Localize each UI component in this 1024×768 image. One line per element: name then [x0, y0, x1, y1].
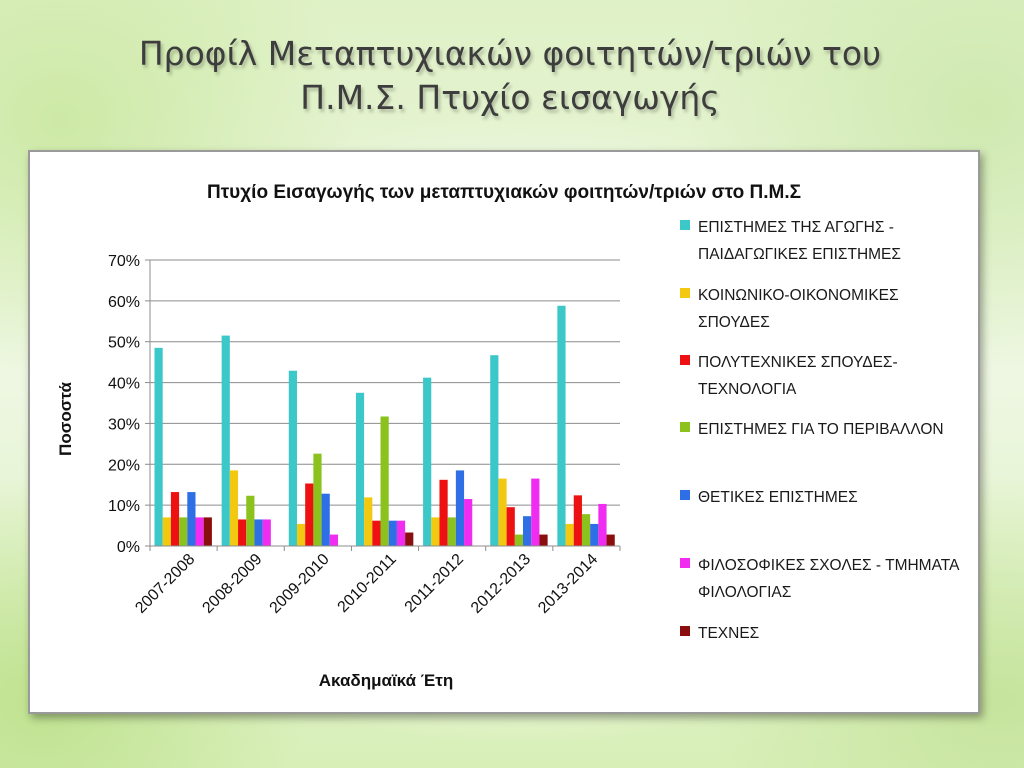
bar [405, 532, 414, 546]
bar [431, 517, 440, 546]
bar [455, 470, 465, 546]
x-tick-label: 2011-2012 [402, 551, 467, 616]
bar [179, 517, 188, 546]
bar [321, 493, 330, 546]
bar [288, 370, 297, 546]
legend-label: ΠΟΛΥΤΕΧΝΙΚΕΣ ΣΠΟΥΔΕΣ- ΤΕΧΝΟΛΟΓΙΑ [698, 354, 898, 398]
bar [498, 478, 507, 546]
y-tick-label: 60% [108, 294, 140, 311]
legend-swatch [680, 558, 690, 568]
bar [573, 495, 582, 546]
y-tick-label: 50% [108, 335, 140, 352]
bar [447, 517, 456, 546]
bar [154, 347, 163, 546]
bar [221, 335, 230, 546]
bar [380, 416, 389, 546]
legend-swatch [680, 288, 690, 298]
bar [388, 520, 397, 546]
y-tick-label: 30% [108, 416, 140, 433]
legend-label: ΦΙΛΟΣΟΦΙΚΕΣ ΣΧΟΛΕΣ - ΤΜΗΜΑΤΑ ΦΙΛΟΛΟΓΙΑΣ [698, 557, 959, 601]
bars [154, 305, 615, 546]
bar [238, 519, 247, 546]
legend-label: ΕΠΙΣΤΗΜΕΣ ΤΗΣ ΑΓΩΓΗΣ - ΠΑΙΔΑΓΩΓΙΚΕΣ ΕΠΙΣ… [698, 219, 901, 263]
bar [195, 517, 204, 546]
bar [606, 534, 615, 546]
legend-label: ΚΟΙΝΩΝΙΚΟ-ΟΙΚΟΝΟΜΙΚΕΣ ΣΠΟΥΔΕΣ [698, 287, 899, 331]
bar [355, 392, 365, 546]
bar [439, 479, 448, 546]
bar [203, 517, 212, 546]
bar [565, 523, 574, 546]
bar [490, 355, 499, 546]
x-axis-label: Ακαδημαϊκά Έτη [319, 671, 453, 690]
legend-swatch [680, 355, 690, 365]
bar [531, 478, 540, 546]
bar [464, 499, 473, 546]
bar [364, 497, 373, 546]
x-tick-label: 2013-2014 [535, 551, 601, 617]
slide-title-line-2: Π.Μ.Σ. Πτυχίο εισαγωγής [300, 78, 720, 117]
bar [246, 495, 255, 546]
y-tick-label: 40% [108, 376, 140, 393]
legend-swatch [680, 220, 690, 230]
legend-swatch [680, 626, 690, 636]
y-tick-label: 0% [117, 539, 140, 556]
x-tick-label: 2009-2010 [267, 551, 333, 617]
slide-title: Προφίλ Μεταπτυχιακών φοιτητών/τριών του … [60, 32, 960, 120]
legend-label: ΤΕΧΝΕΣ [698, 625, 760, 642]
bar [423, 377, 432, 546]
bar [557, 305, 566, 546]
slide-title-line-1: Προφίλ Μεταπτυχιακών φοιτητών/τριών του [138, 34, 882, 73]
legend-label: ΕΠΙΣΤΗΜΕΣ ΓΙΑ ΤΟ ΠΕΡΙΒΑΛΛΟΝ [698, 421, 944, 438]
bar [296, 523, 306, 546]
chart-frame: Πτυχίο Εισαγωγής των μεταπτυχιακών φοιτη… [28, 150, 980, 714]
legend-swatch [680, 490, 690, 500]
x-tick-label: 2008-2009 [199, 551, 265, 617]
x-tick-label: 2012-2013 [468, 551, 534, 617]
bar [598, 503, 607, 546]
x-tick-label: 2010-2011 [335, 551, 400, 616]
bar [162, 517, 171, 546]
bar [514, 534, 524, 546]
legend-label: ΘΕΤΙΚΕΣ ΕΠΙΣΤΗΜΕΣ [698, 489, 858, 506]
bar-chart: Πτυχίο Εισαγωγής των μεταπτυχιακών φοιτη… [56, 182, 801, 690]
legend-swatch [680, 422, 690, 432]
x-tick-label: 2007-2008 [132, 551, 198, 617]
y-axis-label: Ποσοστά [56, 382, 75, 456]
bar [187, 492, 196, 546]
bar [581, 514, 591, 546]
bar [305, 483, 314, 546]
y-tick-label: 70% [108, 253, 140, 270]
chart-title: Πτυχίο Εισαγωγής των μεταπτυχιακών φοιτη… [207, 182, 801, 203]
bar [329, 534, 338, 546]
bar [170, 492, 180, 546]
bar [396, 520, 406, 546]
bar [313, 453, 322, 546]
y-tick-label: 20% [108, 457, 140, 474]
bar [262, 519, 271, 546]
y-tick-label: 10% [108, 498, 140, 515]
bar [590, 523, 599, 546]
bar [372, 520, 381, 546]
bar [506, 507, 515, 546]
bar [539, 534, 548, 546]
bar [523, 516, 532, 546]
bar [229, 470, 239, 546]
bar [254, 519, 263, 546]
